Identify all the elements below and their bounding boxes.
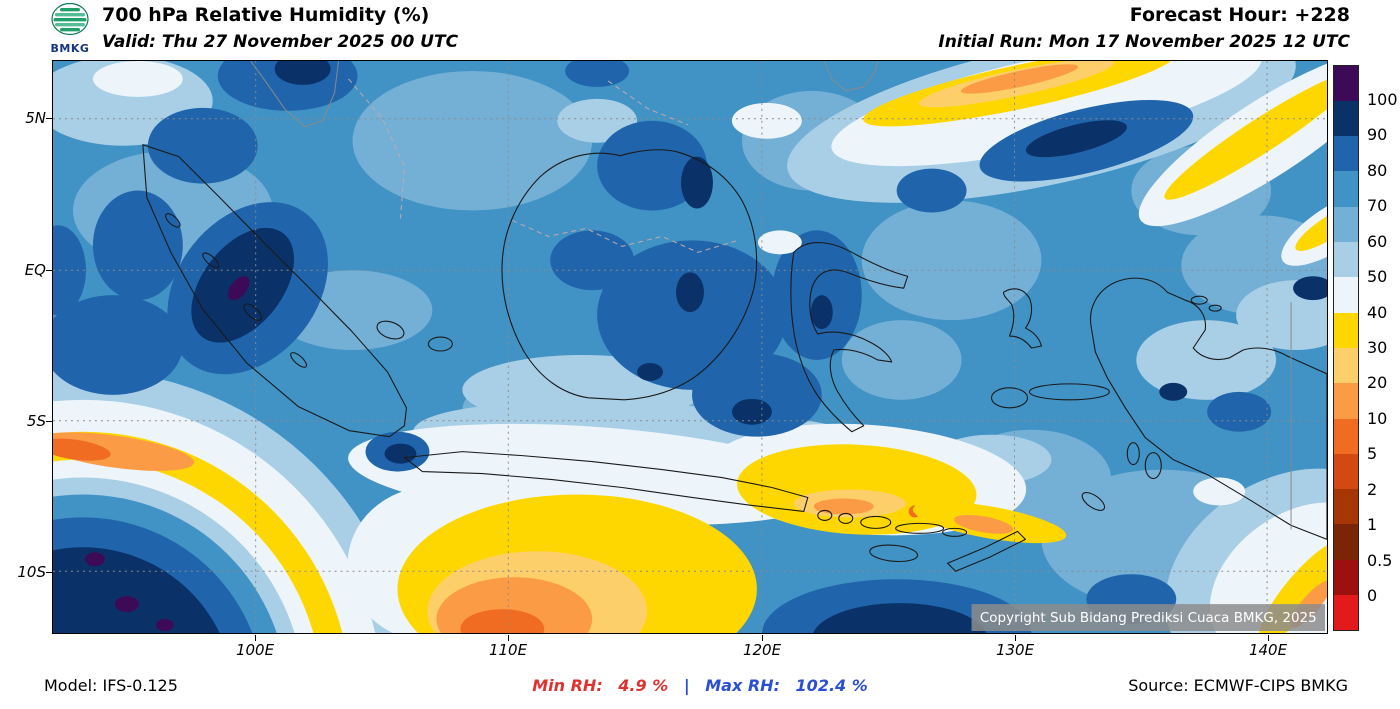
colorbar-tick-label: 80 <box>1367 160 1388 180</box>
colorbar-segment <box>1334 418 1358 454</box>
rh-minmax: Min RH: 4.9 % | Max RH: 102.4 % <box>0 676 1400 695</box>
bmkg-logo: BMKG <box>42 2 98 55</box>
lon-tick <box>1015 635 1016 641</box>
colorbar-segment <box>1334 242 1358 278</box>
dashed-boundaries <box>348 78 739 253</box>
colorbar-tick-label: 100 <box>1367 90 1398 109</box>
lat-tick <box>46 572 52 573</box>
copyright-overlay: Copyright Sub Bidang Prediksi Cuaca BMKG… <box>971 604 1326 632</box>
colorbar-tick-label: 20 <box>1367 373 1388 393</box>
lon-tick <box>255 635 256 641</box>
humidity-map-svg: Copyright Sub Bidang Prediksi Cuaca BMKG… <box>53 61 1327 633</box>
colorbar-segment <box>1334 595 1358 630</box>
bmkg-logo-icon <box>51 2 89 36</box>
colorbar-tick-label: 10 <box>1367 408 1388 428</box>
colorbar: 100 90 80 70 60 50 40 30 20 10 5 2 1 0.5 0 <box>1333 65 1398 631</box>
colorbar-segment <box>1334 66 1358 101</box>
colorbar-segment <box>1334 524 1358 560</box>
lat-label-eq: EQ <box>24 261 46 279</box>
contour-fills <box>53 61 1327 633</box>
lon-tick <box>1268 635 1269 641</box>
colorbar-segment <box>1334 100 1358 137</box>
neighbor-borders <box>250 61 1292 530</box>
lat-tick <box>46 270 52 271</box>
colorbar-tick-label: 90 <box>1367 125 1388 145</box>
lat-label-10s: 10S <box>17 563 46 581</box>
map-frame: Copyright Sub Bidang Prediksi Cuaca BMKG… <box>52 60 1328 634</box>
colorbar-segment <box>1334 489 1358 525</box>
lon-tick <box>508 635 509 641</box>
lat-label-5n: 5N <box>25 109 46 127</box>
min-rh-value: 4.9 % <box>618 676 669 695</box>
minmax-separator: | <box>683 676 690 695</box>
max-rh-value: 102.4 % <box>795 676 868 695</box>
bmkg-logo-text: BMKG <box>50 42 90 55</box>
colorbar-segment <box>1334 277 1358 313</box>
lon-label-120e: 120E <box>742 641 782 659</box>
colorbar-segment <box>1334 453 1358 490</box>
valid-time: Valid: Thu 27 November 2025 00 UTC <box>102 32 459 52</box>
lon-label-100e: 100E <box>235 641 275 659</box>
lat-tick <box>46 421 52 422</box>
colorbar-tick-label: 1 <box>1367 515 1378 535</box>
colorbar-segment <box>1334 206 1358 243</box>
page-title: 700 hPa Relative Humidity (%) <box>102 4 430 26</box>
colorbar-tick-label: 50 <box>1367 267 1388 287</box>
max-rh-label: Max RH: <box>705 676 780 695</box>
gridlines <box>53 61 1327 633</box>
colorbar-segment <box>1334 383 1358 419</box>
colorbar-tick-label: 40 <box>1367 302 1388 322</box>
lon-label-110e: 110E <box>488 641 528 659</box>
lon-label-130e: 130E <box>995 641 1035 659</box>
colorbar-tick-label: 30 <box>1367 338 1388 357</box>
colorbar-segment <box>1334 347 1358 384</box>
colorbar-segment <box>1334 171 1358 207</box>
colorbar-labels: 100 90 80 70 60 50 40 30 20 10 5 2 1 0.5 0 <box>1367 65 1400 631</box>
copyright-text: Copyright Sub Bidang Prediksi Cuaca BMKG… <box>980 611 1317 626</box>
coastlines <box>142 144 1327 572</box>
model-label: Model: IFS-0.125 <box>44 676 178 695</box>
colorbar-segment <box>1334 312 1358 348</box>
lon-label-140e: 140E <box>1248 641 1288 659</box>
colorbar-segment <box>1334 559 1358 596</box>
colorbar-tick-label: 5 <box>1367 444 1378 464</box>
colorbar-tick-label: 0.5 <box>1367 550 1393 570</box>
colorbar-tick-label: 70 <box>1367 196 1388 216</box>
min-rh-label: Min RH: <box>532 676 603 695</box>
colorbar-segments <box>1333 65 1359 631</box>
colorbar-segment <box>1334 136 1358 172</box>
colorbar-tick-label: 0 <box>1367 586 1378 605</box>
lat-tick <box>46 118 52 119</box>
lon-tick <box>762 635 763 641</box>
lat-label-5s: 5S <box>26 412 46 430</box>
forecast-hour: Forecast Hour: +228 <box>1129 4 1350 26</box>
initial-run: Initial Run: Mon 17 November 2025 12 UTC <box>938 32 1350 52</box>
colorbar-tick-label: 60 <box>1367 231 1388 251</box>
source-label: Source: ECMWF-CIPS BMKG <box>1128 676 1348 695</box>
colorbar-tick-label: 2 <box>1367 479 1378 499</box>
